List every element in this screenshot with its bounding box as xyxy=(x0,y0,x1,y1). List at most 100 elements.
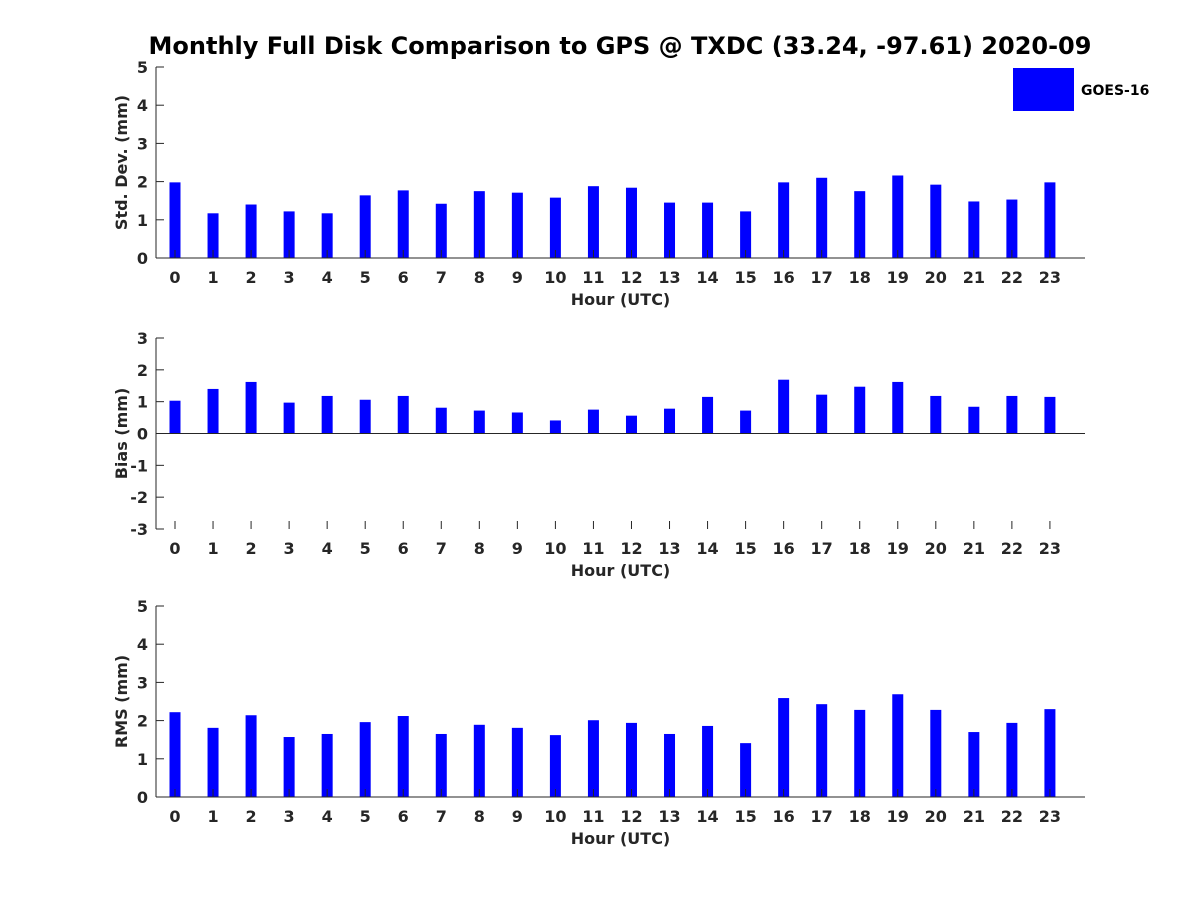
bar-bias-hour-12 xyxy=(625,415,637,434)
bar-std-dev-hour-18 xyxy=(854,191,866,258)
bar-std-dev-hour-2 xyxy=(245,204,257,258)
bar-bias-hour-18 xyxy=(854,386,866,434)
bar-bias-hour-4 xyxy=(321,395,333,434)
rms-x-tick-label: 12 xyxy=(620,807,642,826)
bar-bias-hour-14 xyxy=(702,396,714,434)
std-dev-x-tick-label: 11 xyxy=(582,268,604,287)
rms-x-tick-label: 17 xyxy=(811,807,833,826)
bar-std-dev-hour-15 xyxy=(740,211,752,258)
bar-std-dev-hour-7 xyxy=(435,203,447,258)
std-dev-y-tick-label: 5 xyxy=(137,58,148,77)
rms-x-tick-label: 20 xyxy=(925,807,947,826)
bar-rms-hour-21 xyxy=(968,732,980,797)
bar-bias-hour-9 xyxy=(511,412,523,434)
rms-x-tick-label: 6 xyxy=(398,807,409,826)
rms-x-tick-label: 14 xyxy=(696,807,718,826)
bar-rms-hour-19 xyxy=(892,694,904,797)
bar-rms-hour-0 xyxy=(169,712,181,797)
bar-bias-hour-11 xyxy=(587,409,599,434)
bar-rms-hour-3 xyxy=(283,737,295,797)
bar-std-dev-hour-19 xyxy=(892,175,904,258)
std-dev-x-tick-label: 4 xyxy=(322,268,333,287)
std-dev-y-tick-label: 2 xyxy=(137,173,148,192)
rms-x-tick-label: 16 xyxy=(773,807,795,826)
bar-bias-hour-15 xyxy=(740,410,752,434)
bias-y-axis-label: Bias (mm) xyxy=(112,388,131,480)
bias-x-tick-label: 4 xyxy=(322,539,333,558)
bar-bias-hour-21 xyxy=(968,406,980,434)
bar-bias-hour-13 xyxy=(664,408,676,434)
bar-std-dev-hour-5 xyxy=(359,195,371,258)
bar-bias-hour-19 xyxy=(892,381,904,434)
std-dev-y-tick-label: 4 xyxy=(137,96,148,115)
bar-bias-hour-7 xyxy=(435,407,447,434)
std-dev-x-axis-label: Hour (UTC) xyxy=(571,290,671,309)
rms-x-tick-label: 13 xyxy=(658,807,680,826)
std-dev-x-tick-label: 1 xyxy=(207,268,218,287)
chart-legend: GOES-16 xyxy=(1013,68,1149,111)
bias-x-tick-label: 19 xyxy=(887,539,909,558)
bar-bias-hour-16 xyxy=(778,379,790,434)
bias-x-tick-label: 16 xyxy=(773,539,795,558)
bias-x-tick-label: 5 xyxy=(360,539,371,558)
bar-std-dev-hour-6 xyxy=(397,190,409,258)
bar-std-dev-hour-9 xyxy=(511,192,523,258)
bias-x-tick-label: 11 xyxy=(582,539,604,558)
bar-rms-hour-22 xyxy=(1006,722,1018,797)
bar-bias-hour-17 xyxy=(816,394,828,434)
bias-y-tick-label: 2 xyxy=(137,361,148,380)
rms-x-tick-label: 0 xyxy=(169,807,180,826)
bar-bias-hour-3 xyxy=(283,402,295,434)
bias-x-tick-label: 18 xyxy=(849,539,871,558)
bar-std-dev-hour-20 xyxy=(930,184,942,258)
bar-std-dev-hour-22 xyxy=(1006,199,1018,258)
bar-rms-hour-8 xyxy=(473,724,485,797)
legend-swatch-goes-16 xyxy=(1013,68,1074,111)
rms-x-tick-label: 23 xyxy=(1039,807,1061,826)
rms-x-tick-label: 22 xyxy=(1001,807,1023,826)
bias-x-tick-label: 13 xyxy=(658,539,680,558)
rms-y-tick-label: 1 xyxy=(137,750,148,769)
bias-y-tick-label: 0 xyxy=(137,425,148,444)
rms-x-axis-label: Hour (UTC) xyxy=(571,829,671,848)
rms-x-tick-label: 18 xyxy=(849,807,871,826)
bar-rms-hour-16 xyxy=(778,698,790,797)
bias-x-tick-label: 22 xyxy=(1001,539,1023,558)
std-dev-x-tick-label: 8 xyxy=(474,268,485,287)
bias-x-tick-label: 15 xyxy=(734,539,756,558)
std-dev-x-tick-label: 18 xyxy=(849,268,871,287)
bar-rms-hour-13 xyxy=(664,733,676,797)
bar-std-dev-hour-17 xyxy=(816,177,828,258)
bar-rms-hour-1 xyxy=(207,727,219,797)
rms-y-axis-label: RMS (mm) xyxy=(112,655,131,748)
rms-x-tick-label: 4 xyxy=(322,807,333,826)
legend-label-goes-16: GOES-16 xyxy=(1081,83,1149,99)
bar-rms-hour-7 xyxy=(435,733,447,797)
std-dev-x-tick-label: 7 xyxy=(436,268,447,287)
bias-x-tick-label: 9 xyxy=(512,539,523,558)
bar-rms-hour-2 xyxy=(245,715,257,797)
std-dev-y-tick-label: 3 xyxy=(137,134,148,153)
bias-x-tick-label: 2 xyxy=(246,539,257,558)
chart-panels: 0 1 2 3 4 5 6 7 8 9 10 11 12 13 14 15 16 17 18 19 20 21 22 2301… xyxy=(112,58,1085,848)
bar-rms-hour-14 xyxy=(702,725,714,797)
bar-bias-hour-6 xyxy=(397,395,409,434)
bar-std-dev-hour-4 xyxy=(321,213,333,258)
bar-bias-hour-5 xyxy=(359,399,371,434)
bar-rms-hour-15 xyxy=(740,743,752,797)
bar-bias-hour-8 xyxy=(473,410,485,434)
bar-std-dev-hour-10 xyxy=(549,197,561,258)
rms-x-tick-label: 15 xyxy=(734,807,756,826)
std-dev-x-tick-label: 19 xyxy=(887,268,909,287)
bias-x-tick-label: 10 xyxy=(544,539,566,558)
bar-bias-hour-1 xyxy=(207,388,219,434)
std-dev-x-tick-label: 6 xyxy=(398,268,409,287)
bias-x-axis-label: Hour (UTC) xyxy=(571,561,671,580)
bar-std-dev-hour-11 xyxy=(587,186,599,258)
std-dev-x-tick-label: 20 xyxy=(925,268,947,287)
bias-x-tick-label: 21 xyxy=(963,539,985,558)
rms-x-tick-label: 8 xyxy=(474,807,485,826)
bias-y-tick-label: 3 xyxy=(137,329,148,348)
bar-std-dev-hour-8 xyxy=(473,191,485,258)
